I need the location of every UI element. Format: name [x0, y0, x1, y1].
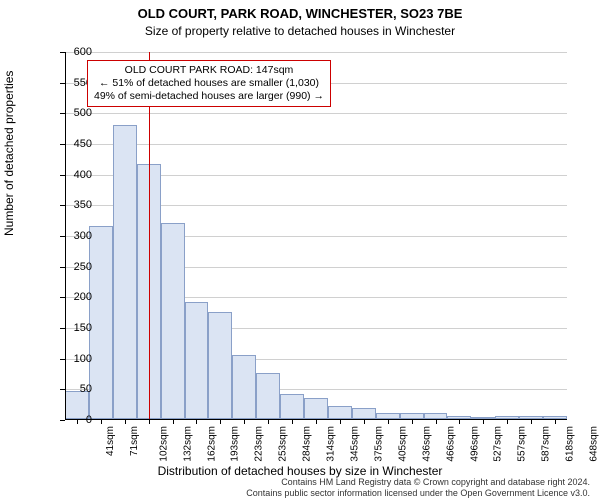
x-tick-label: 405sqm [397, 426, 408, 462]
x-tick [173, 420, 174, 424]
x-tick [268, 420, 269, 424]
annotation-line1: OLD COURT PARK ROAD: 147sqm [94, 64, 324, 77]
histogram-bar [256, 373, 280, 419]
y-tick-label: 300 [56, 230, 92, 242]
x-tick-label: 345sqm [350, 426, 361, 462]
x-tick-label: 557sqm [517, 426, 528, 462]
footer-line1: Contains HM Land Registry data © Crown c… [0, 477, 590, 487]
x-tick [388, 420, 389, 424]
x-tick-label: 587sqm [541, 426, 552, 462]
histogram-bar [89, 226, 113, 419]
histogram-bar [185, 302, 209, 419]
x-tick [364, 420, 365, 424]
x-tick [531, 420, 532, 424]
x-tick-label: 253sqm [278, 426, 289, 462]
y-tick-label: 500 [56, 107, 92, 119]
x-tick-label: 162sqm [206, 426, 217, 462]
x-tick [220, 420, 221, 424]
annotation-line3: 49% of semi-detached houses are larger (… [94, 90, 324, 103]
annotation-box: OLD COURT PARK ROAD: 147sqm ← 51% of det… [87, 60, 331, 107]
x-tick-label: 466sqm [445, 426, 456, 462]
x-axis-ticks: 41sqm 71sqm 102sqm 132sqm 162sqm 193sqm 223sqm… [65, 420, 567, 470]
footer-text: Contains HM Land Registry data © Crown c… [0, 477, 590, 498]
x-tick-label: 314sqm [326, 426, 337, 462]
x-tick-label: 223sqm [254, 426, 265, 462]
histogram-bar [352, 408, 376, 419]
x-tick-label: 618sqm [565, 426, 576, 462]
histogram-bar [328, 406, 352, 419]
histogram-bar [232, 355, 256, 419]
x-tick [459, 420, 460, 424]
y-tick-label: 50 [56, 383, 92, 395]
gridline [65, 52, 567, 53]
x-tick [340, 420, 341, 424]
histogram-bar [113, 125, 137, 419]
y-tick-label: 150 [56, 322, 92, 334]
y-tick-label: 450 [56, 138, 92, 150]
x-tick [555, 420, 556, 424]
x-tick-label: 375sqm [373, 426, 384, 462]
x-axis-label: Distribution of detached houses by size … [0, 464, 600, 478]
x-tick [507, 420, 508, 424]
x-tick-label: 648sqm [589, 426, 600, 462]
gridline [65, 113, 567, 114]
y-tick-label: 100 [56, 353, 92, 365]
x-tick-label: 71sqm [129, 426, 140, 456]
x-tick [292, 420, 293, 424]
x-tick [316, 420, 317, 424]
x-tick [244, 420, 245, 424]
chart-title-line2: Size of property relative to detached ho… [0, 24, 600, 38]
annotation-line2: ← 51% of detached houses are smaller (1,… [94, 77, 324, 90]
histogram-bar [304, 398, 328, 419]
x-tick-label: 496sqm [469, 426, 480, 462]
x-tick [483, 420, 484, 424]
x-tick-label: 193sqm [230, 426, 241, 462]
y-tick-label: 350 [56, 199, 92, 211]
x-tick-label: 132sqm [182, 426, 193, 462]
chart-title-line1: OLD COURT, PARK ROAD, WINCHESTER, SO23 7… [0, 6, 600, 21]
y-tick-label: 600 [56, 46, 92, 58]
y-tick-label: 0 [56, 414, 92, 426]
gridline [65, 144, 567, 145]
histogram-bar [161, 223, 185, 419]
histogram-bar [208, 312, 232, 419]
y-tick-label: 400 [56, 169, 92, 181]
x-tick-label: 41sqm [105, 426, 116, 456]
x-tick [125, 420, 126, 424]
y-tick-label: 250 [56, 261, 92, 273]
x-tick [412, 420, 413, 424]
x-tick-label: 284sqm [302, 426, 313, 462]
x-tick [436, 420, 437, 424]
x-tick [101, 420, 102, 424]
x-tick-label: 527sqm [493, 426, 504, 462]
footer-line2: Contains public sector information licen… [0, 488, 590, 498]
x-tick [149, 420, 150, 424]
histogram-bar [280, 394, 304, 419]
chart-container: OLD COURT, PARK ROAD, WINCHESTER, SO23 7… [0, 0, 600, 500]
y-tick-label: 200 [56, 291, 92, 303]
x-tick [196, 420, 197, 424]
x-tick-label: 436sqm [421, 426, 432, 462]
x-tick-label: 102sqm [158, 426, 169, 462]
